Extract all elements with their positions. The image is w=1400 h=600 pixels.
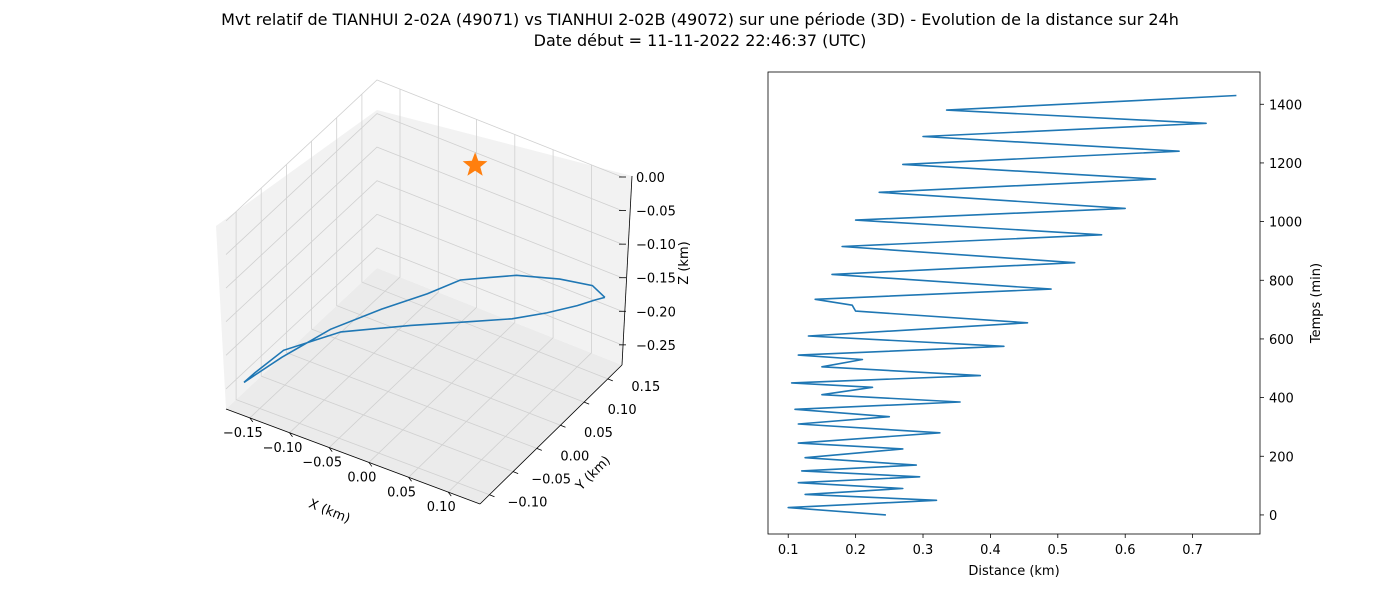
time-tick-label: 800	[1269, 274, 1294, 289]
grid-line-x	[408, 149, 554, 478]
x-tick	[289, 432, 293, 437]
plot-frame	[767, 71, 1261, 535]
z-tick-label: −0.05	[636, 205, 676, 220]
grid-line-x	[368, 134, 516, 463]
distance-tick-label: 0.1	[778, 543, 799, 558]
y-axis-line	[479, 364, 623, 505]
distance-line	[787, 94, 1237, 516]
x-tick-label: 0.00	[347, 470, 376, 485]
z-tick-label: −0.15	[636, 272, 676, 287]
ticks-3d: −0.15−0.10−0.050.000.050.10 −0.10−0.050.0…	[223, 171, 676, 515]
y-tick-label: 0.00	[560, 449, 589, 464]
chart-subtitle: Date début = 11-11-2022 22:46:37 (UTC)	[533, 31, 867, 50]
z-tick-label: −0.10	[636, 238, 676, 253]
y-tick	[536, 448, 542, 451]
y-tick-label: 0.10	[608, 403, 637, 418]
grid-line-z	[225, 180, 623, 322]
axis-lines-3d	[225, 175, 633, 505]
distance-tick-label: 0.3	[913, 543, 934, 558]
time-tick-label: 1200	[1269, 157, 1302, 172]
z-axis-line	[621, 175, 633, 366]
grid-line-y	[285, 164, 537, 449]
z-axis-label: Z (km)	[677, 241, 692, 284]
x-tick	[368, 462, 373, 467]
grid-line-z	[225, 213, 623, 356]
y-tick	[489, 494, 495, 498]
grid-line-y	[235, 211, 490, 496]
y-tick-label: −0.05	[531, 473, 571, 488]
z-tick-label: −0.25	[636, 339, 676, 354]
pane-floor	[226, 268, 622, 504]
time-tick-label: 1400	[1269, 98, 1302, 113]
grid-line-z	[225, 79, 623, 222]
ticks-2d: 0.1 0.2 0.3 0.4 0.5 0.6 0.7 0 200 400 600 800 1000 12…	[778, 98, 1302, 558]
time-tick-label: 400	[1269, 392, 1294, 407]
z-tick-label: −0.20	[636, 305, 676, 320]
distance-tick-label: 0.6	[1115, 543, 1136, 558]
x-tick-label: −0.10	[263, 441, 303, 456]
x-tick	[249, 417, 254, 423]
x-axis-label: X (km)	[306, 497, 352, 527]
grid-line-y	[311, 141, 561, 426]
x-tick	[447, 491, 452, 497]
x-tick-label: −0.05	[302, 456, 342, 471]
grid-3d	[225, 79, 623, 496]
x-tick-label: 0.05	[387, 485, 416, 500]
y-tick	[560, 424, 566, 428]
y-tick-label: 0.05	[584, 426, 613, 441]
axes-3d: −0.15−0.10−0.050.000.050.10 −0.10−0.050.0…	[216, 79, 692, 527]
z-tick-label: 0.00	[636, 171, 665, 186]
distance-tick-label: 0.4	[980, 543, 1001, 558]
grid-line-z	[225, 113, 623, 255]
grid-line-z	[225, 247, 623, 390]
y-tick	[607, 378, 613, 382]
trajectory-line	[243, 274, 606, 384]
grid-line-x	[289, 104, 439, 434]
distance-tick-label: 0.5	[1047, 543, 1068, 558]
distance-tick-label: 0.2	[845, 543, 866, 558]
distance-axis-label: Distance (km)	[968, 564, 1059, 579]
x-tick	[328, 447, 333, 452]
grid-line-x	[249, 89, 401, 419]
x-tick-label: 0.10	[427, 500, 456, 515]
axes-2d: 0.1 0.2 0.3 0.4 0.5 0.6 0.7 0 200 400 600 800 1000 12…	[767, 71, 1324, 579]
time-tick-label: 0	[1269, 509, 1277, 524]
star-marker	[462, 152, 488, 176]
time-tick-label: 600	[1269, 333, 1294, 348]
chart-title: Mvt relatif de TIANHUI 2-02A (49071) vs …	[221, 10, 1179, 29]
time-axis-label: Temps (min)	[1309, 263, 1324, 344]
grid-line-x	[448, 164, 592, 493]
x-tick	[408, 477, 412, 482]
grid-line-z	[225, 146, 623, 289]
time-tick-label: 200	[1269, 450, 1294, 465]
grid-line-y	[336, 117, 585, 403]
y-tick	[583, 401, 590, 405]
y-tick	[512, 471, 519, 474]
grid-line-y	[260, 188, 514, 472]
grid-line-y	[361, 94, 608, 380]
y-tick-label: −0.10	[508, 496, 548, 511]
time-tick-label: 1000	[1269, 216, 1302, 231]
pane-back	[377, 110, 632, 365]
distance-tick-label: 0.7	[1182, 543, 1203, 558]
grid-line-x	[328, 119, 477, 448]
y-tick-label: 0.15	[631, 380, 660, 395]
x-tick-label: −0.15	[223, 426, 263, 441]
x-axis-line	[225, 408, 481, 505]
